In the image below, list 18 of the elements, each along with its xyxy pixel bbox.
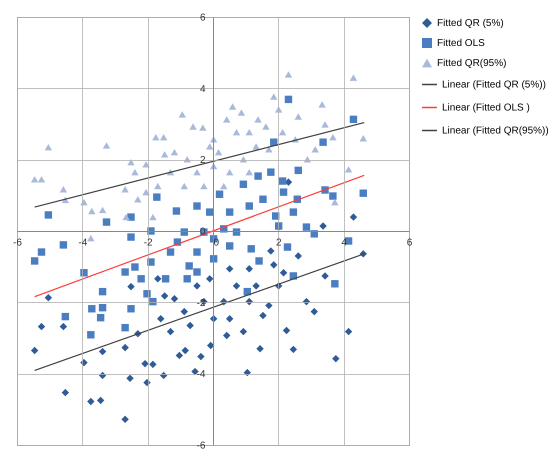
- y-tick-label: 4: [200, 84, 206, 95]
- x-tick-label: 4: [341, 238, 348, 248]
- x-tick-label: 6: [406, 238, 413, 248]
- legend-label: Linear (Fitted OLS ): [442, 102, 530, 114]
- legend-label: Linear (Fitted QR (5%)): [442, 80, 546, 90]
- x-tick-label: -2: [144, 238, 154, 248]
- x-tick-label: 2: [276, 238, 282, 248]
- y-tick-label: 6: [200, 12, 206, 24]
- y-tick-label: 2: [200, 155, 206, 166]
- x-tick-label: -6: [13, 238, 22, 248]
- legend-label: Fitted QR(95%): [437, 58, 506, 69]
- y-tick-label: -2: [196, 298, 206, 309]
- legend-label: Linear (Fitted QR(95%)): [442, 126, 549, 136]
- legend-label: Fitted QR (5%): [437, 18, 504, 29]
- x-tick-label: -4: [78, 238, 88, 248]
- legend-label: Fitted OLS: [437, 38, 486, 49]
- y-tick-label: -6: [196, 440, 206, 452]
- y-tick-label: -4: [196, 369, 206, 380]
